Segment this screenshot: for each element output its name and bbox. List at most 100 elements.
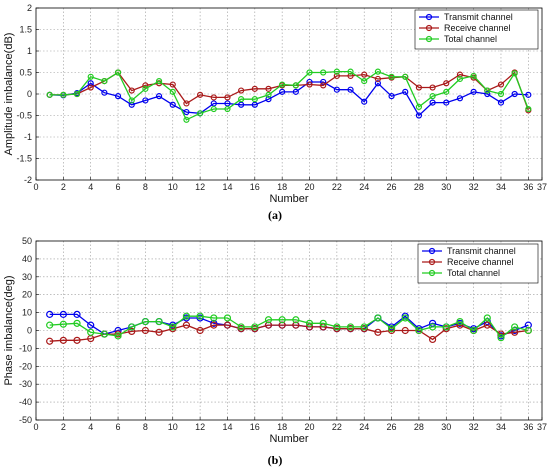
y-tick-label: 1.5 [19,25,32,35]
data-point [470,88,477,95]
x-tick-label: 14 [222,182,232,192]
data-point [347,86,354,93]
data-point [224,105,231,113]
data-point [60,91,67,98]
x-tick-label: 4 [88,422,93,432]
data-point [73,310,81,318]
data-point [511,328,519,336]
data-point [347,68,354,75]
data-point [320,82,327,89]
x-tick-label: 30 [441,182,451,192]
data-point [456,317,464,326]
data-point [169,81,176,88]
data-point [101,77,108,85]
x-axis-label: Number [269,433,308,445]
x-tick-label: 26 [387,182,397,192]
data-point [87,328,95,336]
x-tick-label: 16 [250,422,260,432]
legend-entry: Total channel [444,34,497,44]
data-point [443,80,450,87]
data-point [196,312,204,320]
legend-marker [428,258,436,266]
data-point [319,319,327,327]
y-tick-label: 50 [22,236,32,246]
data-point [333,68,340,75]
data-point [169,88,176,95]
data-point [443,99,450,106]
data-point [511,323,519,331]
x-tick-label: 37 [537,182,547,192]
data-point [251,96,258,103]
x-tick-label: 10 [168,182,178,192]
data-point [114,93,122,100]
data-point [197,91,204,98]
data-point [402,73,409,80]
x-tick-label: 6 [116,422,121,432]
data-point [278,321,286,329]
data-point [374,328,382,336]
data-point [46,91,53,98]
data-point [210,314,218,322]
x-tick-label: 24 [359,422,369,432]
y-tick-label: -30 [19,379,32,389]
data-point [511,90,518,98]
x-tick-label: 2 [61,182,66,192]
data-point [278,316,286,324]
data-point [142,97,149,104]
data-point [292,316,300,324]
data-point [46,310,54,318]
data-point [238,96,245,103]
data-point [428,323,437,331]
data-point [265,91,272,98]
data-point [497,90,505,98]
data-point [415,103,423,111]
data-point [182,321,191,329]
x-tick-label: 22 [332,422,342,432]
data-point [456,71,464,78]
data-point [73,319,81,327]
data-point [73,90,81,98]
data-point [374,68,381,75]
data-point [128,327,136,335]
y-tick-label: -50 [19,415,32,425]
data-point [142,85,149,92]
data-point [265,96,272,103]
data-point [101,89,108,96]
x-tick-label: 32 [469,182,479,192]
data-point [415,112,423,119]
y-axis-label: Amplitude imbalance(dB) [3,33,15,156]
data-point [388,93,395,100]
x-tick-label: 0 [33,182,38,192]
data-point [525,91,532,98]
data-point [429,84,436,91]
data-point [182,312,191,320]
chart-panel-b: 0 2 4 6 8 10 12 14 16 18 20 22 24 26 28 30 32 34 36 37-50-4… [3,236,547,445]
data-point [237,323,245,331]
data-point [320,78,327,86]
data-point [305,319,314,327]
data-point [443,88,450,95]
x-tick-label: 0 [33,422,38,432]
data-point [428,335,437,344]
data-point [265,85,272,92]
data-point [361,98,368,105]
data-point [374,80,381,87]
data-point [46,321,54,329]
chart-panel-a: 0 2 4 6 8 10 12 14 16 18 20 22 24 26 28 30 32 34 36 37-2-1.… [3,3,547,205]
legend-entry: Transmit channel [444,12,513,22]
x-tick-label: 12 [195,182,205,192]
data-point [183,116,190,123]
x-tick-label: 10 [168,422,178,432]
data-point [224,94,231,101]
legend-entry: Total channel [447,268,500,278]
data-point [333,72,340,80]
x-tick-label: 32 [469,422,479,432]
data-point [401,326,409,335]
data-point [524,321,532,329]
data-point [169,101,176,108]
y-tick-label: 1 [27,46,32,56]
x-tick-label: 8 [143,422,148,432]
data-point [223,321,232,329]
x-tick-label: 34 [496,422,506,432]
data-point [59,310,67,318]
